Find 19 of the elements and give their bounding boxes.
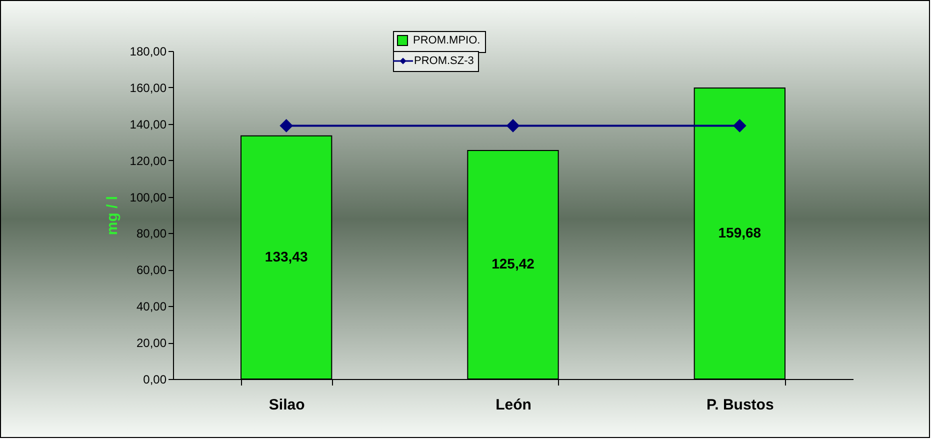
data-label: 159,68 (718, 224, 762, 241)
y-tick-label: 20,00 (136, 336, 167, 350)
data-label: 133,43 (264, 248, 308, 264)
legend-label: PROM.MPIO. (413, 34, 480, 46)
legend-label: PROM.SZ-3 (414, 55, 474, 67)
x-tick-label: León (496, 396, 532, 414)
y-tick-label: 140,00 (130, 117, 167, 132)
data-label: 125,42 (492, 256, 535, 272)
y-tick-label: 0,00 (143, 372, 167, 386)
y-tick-label: 120,00 (130, 154, 167, 168)
x-tick-label: P. Bustos (706, 396, 774, 414)
y-tick-label: 40,00 (136, 300, 167, 314)
y-tick-label: 80,00 (136, 226, 167, 241)
y-tick-label: 60,00 (136, 263, 167, 278)
y-axis-title: mg / l (104, 196, 121, 236)
y-tick-label: 160,00 (130, 80, 167, 95)
x-tick-label: Silao (268, 396, 305, 414)
y-tick-label: 100,00 (130, 190, 167, 204)
y-tick-label: 180,00 (130, 44, 167, 58)
